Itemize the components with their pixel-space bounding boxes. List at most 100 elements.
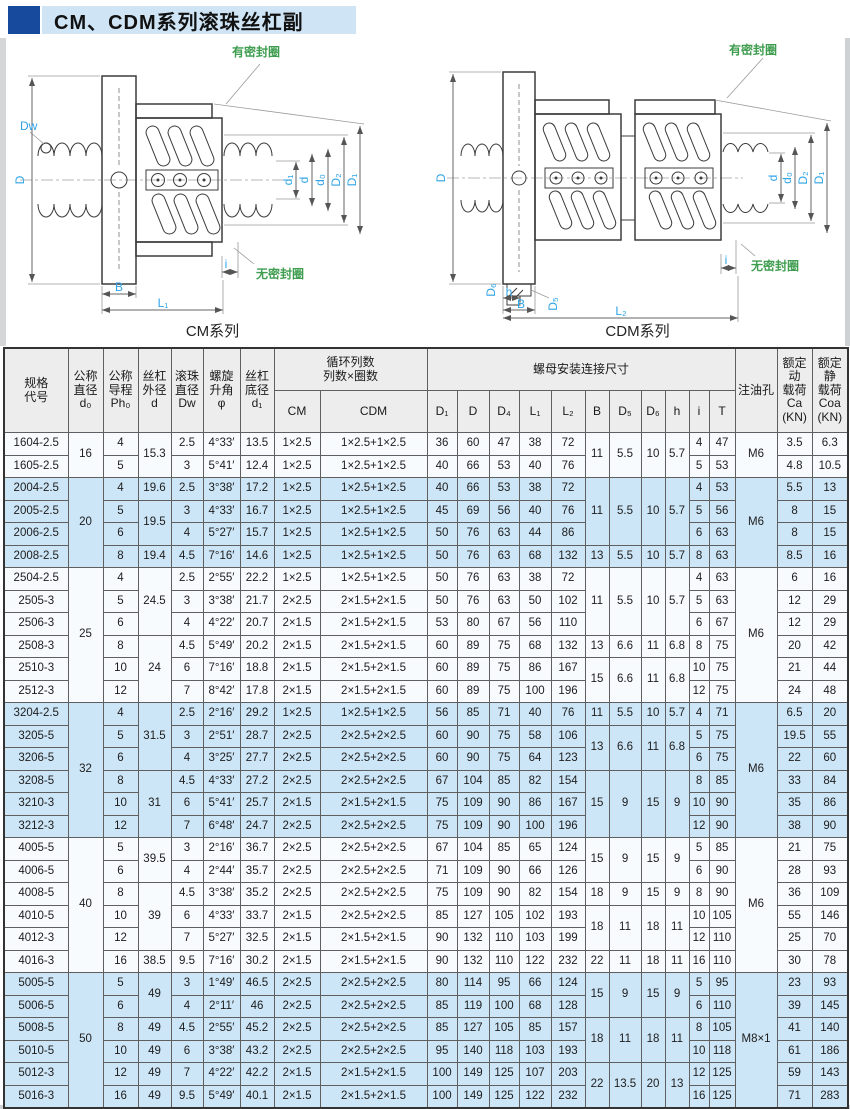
table-cell: 9 — [664, 972, 690, 1018]
table-cell: 4.5 — [170, 544, 204, 568]
table-cell: 18 — [584, 882, 610, 906]
table-cell: 35 — [776, 792, 813, 816]
table-cell: 16 — [688, 949, 710, 973]
table-cell: 132 — [550, 634, 586, 658]
table-cell: 105 — [488, 1017, 520, 1041]
col-header-phi: 螺旋 升角 φ — [202, 347, 241, 433]
table-cell: 110 — [550, 612, 586, 636]
table-cell: 100 — [426, 1062, 458, 1086]
table-cell: 90 — [488, 814, 520, 838]
table-cell: 85 — [426, 1017, 458, 1041]
table-cell: 53 — [488, 454, 520, 478]
table-cell: 15 — [811, 499, 849, 523]
table-cell: 22 — [776, 747, 813, 771]
col-header-d1: 丝杠 底径 d₁ — [239, 347, 275, 433]
table-cell: 4°33′ — [202, 432, 241, 456]
table-cell: 119 — [456, 994, 490, 1018]
table-cell: 5.7 — [664, 702, 690, 726]
table-cell: 76 — [456, 589, 490, 613]
table-cell: 8.5 — [776, 544, 813, 568]
table-cell: 167 — [550, 657, 586, 681]
table-cell: 85 — [708, 837, 736, 861]
table-cell: 10 — [688, 904, 710, 928]
table-cell: 93 — [811, 859, 849, 883]
table-cell: 11 — [608, 949, 642, 973]
table-cell: 1605-2.5 — [3, 454, 69, 478]
table-cell: 50 — [426, 589, 458, 613]
cdm-drawing: D 有密封圈 无密封圈 i D₆ D₅ h B L₂ d d₀ D₂ D₁ — [434, 42, 831, 322]
table-cell: 80 — [426, 972, 458, 996]
col-header-D4: D₄ — [488, 390, 520, 433]
table-cell: 40 — [426, 477, 458, 501]
cdm-noseal-label: 无密封圈 — [750, 258, 799, 273]
col-header-dw: 滚珠 直径 Dw — [170, 347, 204, 433]
table-cell: 93 — [811, 972, 849, 996]
table-cell: 3205-5 — [3, 724, 69, 748]
table-cell: 16 — [102, 949, 139, 973]
table-cell: 3.5 — [776, 432, 813, 456]
table-cell: 86 — [518, 657, 552, 681]
table-cell: 9 — [664, 769, 690, 838]
table-cell: 67 — [426, 769, 458, 793]
table-cell: 12 — [102, 814, 139, 838]
table-cell: 63 — [708, 544, 736, 568]
col-header-ph0: 公称 导程 Ph₀ — [102, 347, 139, 433]
table-cell: 12 — [688, 927, 710, 951]
table-cell: 196 — [550, 814, 586, 838]
table-cell: 9 — [608, 972, 642, 1018]
table-cell: 68 — [518, 634, 552, 658]
table-cell: 4.5 — [170, 1017, 204, 1041]
cm-dim-ds-label: d — [297, 177, 311, 184]
table-cell: 146 — [811, 904, 849, 928]
table-cell: 103 — [518, 927, 552, 951]
page-edge-left — [0, 38, 6, 346]
table-cell: 6 — [102, 747, 139, 771]
table-cell: 82 — [518, 882, 552, 906]
table-cell: 85 — [456, 702, 490, 726]
cdm-dim-ds-label: d — [766, 175, 780, 182]
table-cell: M8×1 — [734, 972, 778, 1109]
table-cell: 90 — [811, 814, 849, 838]
table-cell: 11 — [664, 904, 690, 951]
table-cell: 104 — [456, 769, 490, 793]
table-cell: 6.3 — [811, 432, 849, 456]
table-cell: 75 — [708, 747, 736, 771]
table-cell: 104 — [456, 837, 490, 861]
table-cell: 4°33′ — [202, 769, 241, 793]
table-cell: 16 — [811, 567, 849, 591]
table-cell: 1×2.5 — [273, 567, 321, 591]
col-header-T: T — [708, 390, 736, 433]
table-cell: 8 — [102, 1017, 139, 1041]
table-cell: 11 — [584, 567, 610, 636]
table-cell: 3 — [170, 724, 204, 748]
table-cell: 5005-5 — [3, 972, 69, 996]
table-cell: 63 — [488, 544, 520, 568]
cdm-dim-d1-label: D₁ — [812, 172, 826, 185]
table-cell: 203 — [550, 1062, 586, 1086]
table-cell: 50 — [426, 522, 458, 546]
table-cell: 63 — [488, 522, 520, 546]
table-cell: 12.4 — [239, 454, 275, 478]
table-cell: 49 — [137, 1084, 172, 1109]
cdm-dim-l2-label: L₂ — [615, 304, 627, 318]
table-cell: 109 — [456, 859, 490, 883]
table-cell: 2504-2.5 — [3, 567, 69, 591]
table-cell: 125 — [488, 1084, 520, 1109]
table-cell: 41 — [776, 1017, 813, 1041]
table-cell: 4.5 — [170, 769, 204, 793]
table-cell: 11 — [608, 904, 642, 951]
table-cell: 5 — [102, 589, 139, 613]
table-cell: 4 — [170, 994, 204, 1018]
table-cell: 5010-5 — [3, 1039, 69, 1063]
table-cell: 110 — [708, 927, 736, 951]
table-cell: 2×2.5 — [273, 972, 321, 996]
table-cell: 58 — [518, 724, 552, 748]
table-cell: 2×1.5+2×1.5 — [319, 679, 428, 703]
table-cell: 4 — [688, 432, 710, 456]
table-cell: 2×1.5 — [273, 792, 321, 816]
table-cell: 4 — [170, 859, 204, 883]
table-cell: 3°38′ — [202, 477, 241, 501]
table-cell: 40 — [67, 837, 104, 973]
table-row: 5016-3 16 49 9.5 5°49′ 40.1 2×1.5 2×1.5+2×1.5 10… — [3, 1084, 849, 1109]
table-cell: 89 — [456, 657, 490, 681]
